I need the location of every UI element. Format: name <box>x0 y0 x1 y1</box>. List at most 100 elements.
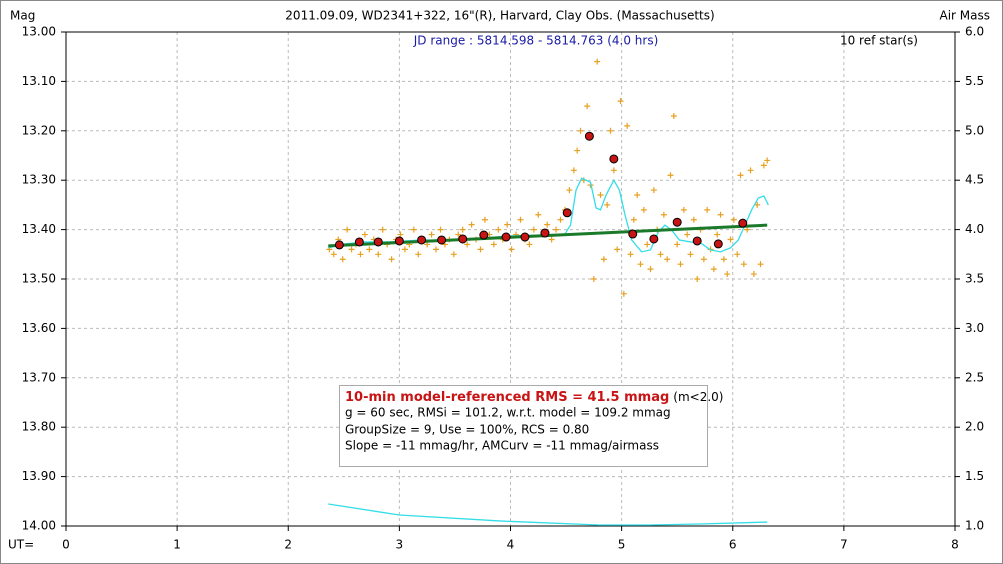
data-point <box>760 162 767 169</box>
info-line: g = 60 sec, RMSi = 101.2, w.r.t. model =… <box>345 406 671 420</box>
binned-point <box>609 154 619 164</box>
data-point <box>481 216 488 223</box>
info-text: 10-min model-referenced RMS = 41.5 mmag (… <box>345 390 724 405</box>
binned-point <box>520 232 530 242</box>
info-box <box>339 385 708 467</box>
data-point <box>687 251 694 258</box>
data-point <box>553 226 560 233</box>
y2-tick-label: 6.0 <box>965 25 984 39</box>
data-point <box>433 246 440 253</box>
data-point <box>375 251 382 258</box>
rms-text: 10-min model-referenced RMS = 41.5 mmag <box>345 390 669 405</box>
data-point <box>637 261 644 268</box>
data-point <box>357 251 364 258</box>
data-point <box>597 192 604 199</box>
binned-point <box>501 232 511 242</box>
chart-title: 2011.09.09, WD2341+322, 16"(R), Harvard,… <box>285 9 714 23</box>
data-point <box>674 241 681 248</box>
binned-point <box>649 234 659 244</box>
data-point <box>740 261 747 268</box>
data-point <box>700 256 707 263</box>
data-point <box>428 231 435 238</box>
binned-point <box>417 235 427 245</box>
x-tick-label: 8 <box>951 538 959 552</box>
data-point <box>677 261 684 268</box>
data-point <box>455 231 462 238</box>
data-point <box>574 147 581 154</box>
data-point <box>614 246 621 253</box>
rms-note: (m<2.0) <box>673 390 723 404</box>
data-point <box>477 246 484 253</box>
data-point <box>548 236 555 243</box>
data-point <box>704 206 711 213</box>
x-tick-label: 6 <box>729 538 737 552</box>
binned-point <box>628 229 638 239</box>
y-tick-label: 13.50 <box>22 272 56 286</box>
data-point <box>379 226 386 233</box>
plot-area: 0 1 2 3 4 5 6 7 8 13.00 13.10 13.20 13.30 13.40 13.50 1… <box>22 25 984 552</box>
data-point <box>459 226 466 233</box>
data-point <box>737 172 744 179</box>
data-point <box>714 231 721 238</box>
data-point <box>724 271 731 278</box>
data-point <box>750 271 757 278</box>
x-tick-label: 3 <box>396 538 404 552</box>
data-point <box>754 201 761 208</box>
data-point <box>361 231 368 238</box>
data-point <box>570 167 577 174</box>
data-point <box>607 127 614 134</box>
y2-axis-label: Air Mass <box>939 9 990 23</box>
data-point <box>680 206 687 213</box>
binned-point <box>334 240 344 250</box>
y-tick-label: 13.00 <box>22 25 56 39</box>
y-tick-label: 13.20 <box>22 123 56 137</box>
data-point <box>348 246 355 253</box>
data-point <box>690 216 697 223</box>
data-point <box>410 226 417 233</box>
data-point <box>710 266 717 273</box>
data-point <box>330 251 337 258</box>
data-point <box>339 256 346 263</box>
x-tick-label: 5 <box>618 538 626 552</box>
y2-tick-label: 2.0 <box>965 420 984 434</box>
data-point <box>764 157 771 164</box>
data-point <box>388 256 395 263</box>
data-point <box>557 216 564 223</box>
x-tick-label: 2 <box>284 538 292 552</box>
binned-point <box>540 228 550 238</box>
line <box>328 503 768 526</box>
data-point <box>627 251 634 258</box>
y2-tick-label: 1.0 <box>965 519 984 533</box>
x-axis-label: UT= <box>8 538 34 552</box>
data-point <box>590 276 597 282</box>
ref-stars: 10 ref star(s) <box>840 34 918 48</box>
data-point <box>566 187 573 194</box>
data-point <box>684 231 691 238</box>
data-point <box>604 201 611 208</box>
data-point <box>490 241 497 248</box>
data-point <box>617 98 624 105</box>
data-point <box>634 192 641 199</box>
y-tick-label: 13.10 <box>22 74 56 88</box>
jd-range: JD range : 5814.598 - 5814.763 (4.0 hrs) <box>413 34 659 48</box>
data-point <box>526 241 533 248</box>
y2-tick-label: 1.5 <box>965 469 984 483</box>
data-point <box>508 246 515 253</box>
y-tick-label: 14.00 <box>22 519 56 533</box>
data-point <box>464 241 471 248</box>
y-tick-label: 13.40 <box>22 222 56 236</box>
info-line: GroupSize = 9, Use = 100%, RCS = 0.80 <box>345 423 589 437</box>
data-point <box>450 251 457 258</box>
data-point <box>624 122 631 129</box>
x-tick-label: 4 <box>507 538 515 552</box>
data-point <box>620 290 627 297</box>
data-point <box>717 211 724 218</box>
data-point <box>730 216 737 223</box>
data-point <box>694 276 701 282</box>
data-point <box>727 236 734 243</box>
y2-tick-label: 5.0 <box>965 123 984 137</box>
data-point <box>344 226 351 233</box>
data-point <box>600 256 607 263</box>
data-point <box>535 211 542 218</box>
